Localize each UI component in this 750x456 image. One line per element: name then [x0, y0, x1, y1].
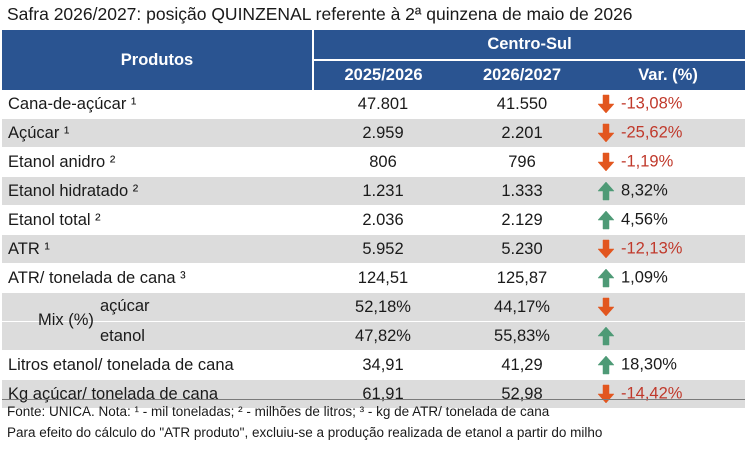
row-label: ATR ¹: [2, 234, 313, 264]
arrow-down-icon: [597, 152, 615, 172]
value-2026: 52,98: [453, 379, 591, 409]
divider: [2, 399, 745, 400]
table-row-mix-acucar: Mix (%) açúcar 52,18% 44,17%: [2, 292, 746, 329]
mix-etanol-label: etanol: [100, 326, 145, 345]
mix-acucar-v1: 52,18%: [313, 292, 453, 322]
row-label: Litros etanol/ tonelada de cana: [2, 350, 313, 380]
arrow-up-icon: [597, 210, 615, 230]
variation-value: -25,62%: [621, 123, 683, 142]
table-row: Litros etanol/ tonelada de cana 34,91 41,2…: [2, 350, 746, 380]
table-row: Kg açúcar/ tonelada de cana 61,91 52,98 -14…: [2, 379, 746, 409]
variation-cell: -14,42%: [591, 379, 746, 409]
table-row: ATR ¹ 5.952 5.230 -12,13%: [2, 234, 746, 264]
arrow-down-icon: [597, 94, 615, 114]
value-2025: 61,91: [313, 379, 453, 409]
mix-etanol-v1: 47,82%: [313, 321, 453, 351]
header-produtos: Produtos: [2, 30, 314, 90]
variation-cell: -13,08%: [591, 90, 746, 119]
table-row: Etanol total ² 2.036 2.129 4,56%: [2, 205, 746, 235]
arrow-down-icon: [597, 123, 615, 143]
arrow-down-icon: [597, 297, 615, 317]
value-2026: 41.550: [453, 90, 591, 119]
row-label: ATR/ tonelada de cana ³: [2, 263, 313, 293]
value-2025: 124,51: [313, 263, 453, 293]
table-row: ATR/ tonelada de cana ³ 124,51 125,87 1,09%: [2, 263, 746, 293]
row-label: Etanol total ²: [2, 205, 313, 235]
value-2025: 2.959: [313, 118, 453, 148]
header-col-2026: 2026/2027: [453, 60, 591, 90]
header-region: Centro-Sul: [313, 30, 746, 61]
footnote-2: Para efeito do cálculo do "ATR produto",…: [7, 425, 603, 440]
page-title: Safra 2026/2027: posição QUINZENAL refer…: [7, 4, 633, 24]
table-row: Cana-de-açúcar ¹ 47.801 41.550 -13,08%: [2, 90, 746, 119]
value-2025: 806: [313, 147, 453, 177]
row-label: Etanol hidratado ²: [2, 176, 313, 206]
variation-cell: 1,09%: [591, 263, 746, 293]
value-2025: 1.231: [313, 176, 453, 206]
mix-label: Mix (%): [38, 311, 94, 329]
arrow-up-icon: [597, 326, 615, 346]
footnote-1: Fonte: UNICA. Nota: ¹ - mil toneladas; ²…: [7, 404, 550, 419]
value-2026: 796: [453, 147, 591, 177]
value-2025: 34,91: [313, 350, 453, 380]
value-2025: 47.801: [313, 90, 453, 119]
table-row-mix-etanol: etanol 47,82% 55,83%: [2, 321, 746, 351]
arrow-down-icon: [597, 239, 615, 259]
value-2025: 5.952: [313, 234, 453, 264]
mix-acucar-label: açúcar: [100, 297, 150, 315]
row-label: Kg açúcar/ tonelada de cana: [2, 379, 313, 409]
value-2026: 41,29: [453, 350, 591, 380]
arrow-up-icon: [597, 268, 615, 288]
variation-value: 8,32%: [621, 181, 668, 200]
table-row: Açúcar ¹ 2.959 2.201 -25,62%: [2, 118, 746, 148]
variation-cell: 8,32%: [591, 176, 746, 206]
variation-cell: -12,13%: [591, 234, 746, 264]
value-2026: 1.333: [453, 176, 591, 206]
header-col-var: Var. (%): [591, 60, 746, 90]
variation-cell: 18,30%: [591, 350, 746, 380]
variation-cell: -1,19%: [591, 147, 746, 177]
variation-value: 1,09%: [621, 268, 668, 287]
mix-etanol-v2: 55,83%: [453, 321, 591, 351]
variation-value: 4,56%: [621, 210, 668, 229]
variation-cell: -25,62%: [591, 118, 746, 148]
variation-value: -14,42%: [621, 384, 683, 403]
mix-acucar-var: [591, 292, 746, 322]
variation-cell: 4,56%: [591, 205, 746, 235]
value-2026: 2.201: [453, 118, 591, 148]
arrow-up-icon: [597, 181, 615, 201]
table-row: Etanol hidratado ² 1.231 1.333 8,32%: [2, 176, 746, 206]
arrow-up-icon: [597, 355, 615, 375]
value-2025: 2.036: [313, 205, 453, 235]
mix-acucar-v2: 44,17%: [453, 292, 591, 322]
row-label: Cana-de-açúcar ¹: [2, 90, 313, 119]
variation-value: -12,13%: [621, 239, 683, 258]
row-label: Açúcar ¹: [2, 118, 313, 148]
variation-value: -13,08%: [621, 94, 683, 113]
variation-value: 18,30%: [621, 355, 677, 374]
arrow-down-icon: [597, 384, 615, 404]
variation-value: -1,19%: [621, 152, 674, 171]
mix-etanol-var: [591, 321, 746, 351]
value-2026: 125,87: [453, 263, 591, 293]
value-2026: 5.230: [453, 234, 591, 264]
header-col-2025: 2025/2026: [313, 60, 453, 90]
row-label: Etanol anidro ²: [2, 147, 313, 177]
mix-label-cell: Mix (%) açúcar: [2, 292, 313, 329]
production-table: Produtos Centro-Sul 2025/2026 2026/2027 …: [2, 30, 746, 409]
mix-etanol-label-cell: etanol: [2, 321, 313, 351]
value-2026: 2.129: [453, 205, 591, 235]
table-row: Etanol anidro ² 806 796 -1,19%: [2, 147, 746, 177]
